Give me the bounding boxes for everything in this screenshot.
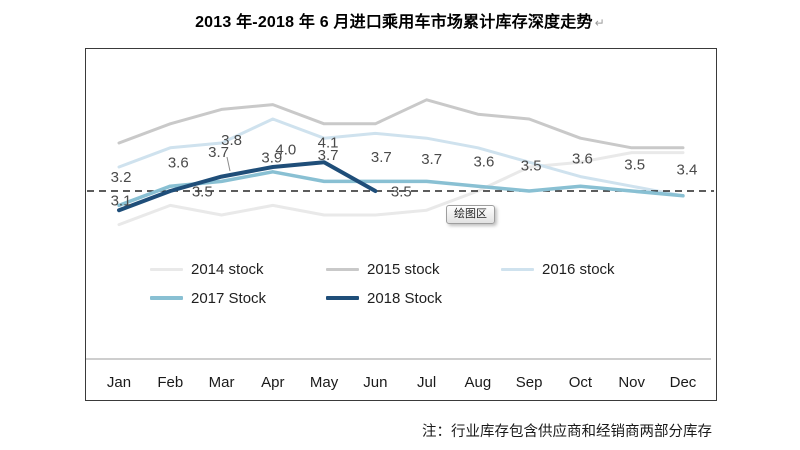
data-label: 4.0: [275, 142, 296, 159]
data-label: 3.2: [111, 169, 132, 186]
data-label: 3.5: [192, 184, 213, 201]
data-label: 3.7: [208, 144, 229, 161]
line-2017-stock: [117, 170, 685, 208]
x-axis-label-jan: Jan: [107, 374, 131, 391]
legend-swatch: [150, 267, 183, 271]
data-label: 3.5: [624, 157, 645, 174]
legend-label: 2018 Stock: [367, 289, 443, 307]
data-label: 3.7: [371, 149, 392, 166]
chart-title-text: 2013 年-2018 年 6 月进口乘用车市场累计库存深度走势: [195, 14, 593, 31]
legend-label: 2014 stock: [191, 260, 264, 278]
legend-item-2018-stock: 2018 Stock: [326, 289, 443, 307]
legend-label: 2016 stock: [542, 260, 615, 278]
legend-label: 2017 Stock: [191, 289, 267, 307]
x-axis-label-aug: Aug: [465, 374, 492, 391]
data-label: 3.6: [473, 154, 494, 171]
x-axis-label-may: May: [310, 374, 339, 391]
data-labels-2017-stock: 3.2 3.6 3.7 3.9 3.7 3.7 3.7 3.6 3.5 3.6 3.5 3.4: [111, 144, 698, 186]
x-axis-label-jun: Jun: [363, 374, 387, 391]
plot-area-tooltip: 绘图区: [446, 205, 495, 224]
data-label: 3.4: [677, 161, 698, 178]
data-label: 3.6: [168, 155, 189, 172]
data-label: 3.6: [572, 151, 593, 168]
legend-item-2014-stock: 2014 stock: [150, 260, 264, 278]
legend-swatch: [150, 296, 183, 300]
data-label: 3.1: [111, 193, 132, 210]
paragraph-mark: ↵: [594, 16, 605, 30]
legend-item-2017-stock: 2017 Stock: [150, 289, 267, 307]
data-label: 3.7: [421, 151, 442, 168]
x-axis-label-jul: Jul: [417, 374, 436, 391]
chart-object-frame[interactable]: 3.2 3.6 3.7 3.9 3.7 3.7 3.7 3.6 3.5 3.6 3.5 3.4 3.1 3…: [85, 48, 717, 401]
x-axis-label-sep: Sep: [516, 374, 543, 391]
line-2016-stock: [117, 117, 685, 198]
label-leader-line: [226, 156, 231, 172]
legend-item-2015-stock: 2015 stock: [326, 260, 440, 278]
line-2018-stock: [117, 160, 378, 213]
data-label: 3.5: [391, 184, 412, 201]
line-2015-stock: [117, 98, 685, 150]
data-labels-2018-stock: 3.1 3.5 3.8 4.0 4.1 3.5: [111, 132, 412, 210]
legend-swatch: [326, 296, 359, 300]
data-label: 3.9: [261, 149, 282, 166]
chart-plot-area: 3.23.63.7 3.9 3.7 3.7 3.7 3.6 3.5 3.6 3.5 3.43.13…: [86, 98, 714, 391]
data-label: 4.1: [318, 135, 339, 152]
x-axis-label-dec: Dec: [670, 374, 697, 391]
x-axis-label-apr: Apr: [261, 374, 284, 391]
footnote: 注：行业库存包含供应商和经销商两部分库存: [422, 424, 712, 440]
legend-item-2016-stock: 2016 stock: [501, 260, 615, 278]
data-label: 3.7: [318, 147, 339, 164]
legend-swatch: [501, 267, 534, 271]
line-2014-stock: [117, 151, 685, 227]
data-label: 3.5: [521, 158, 542, 175]
x-axis-label-feb: Feb: [157, 374, 183, 391]
x-axis-label-nov: Nov: [618, 374, 645, 391]
x-axis-label-mar: Mar: [209, 374, 235, 391]
chart-title: 2013 年-2018 年 6 月进口乘用车市场累计库存深度走势 ↵: [0, 8, 800, 32]
legend-swatch: [326, 267, 359, 271]
data-label: 3.8: [221, 132, 242, 149]
x-axis-label-oct: Oct: [569, 374, 593, 391]
legend-label: 2015 stock: [367, 260, 440, 278]
